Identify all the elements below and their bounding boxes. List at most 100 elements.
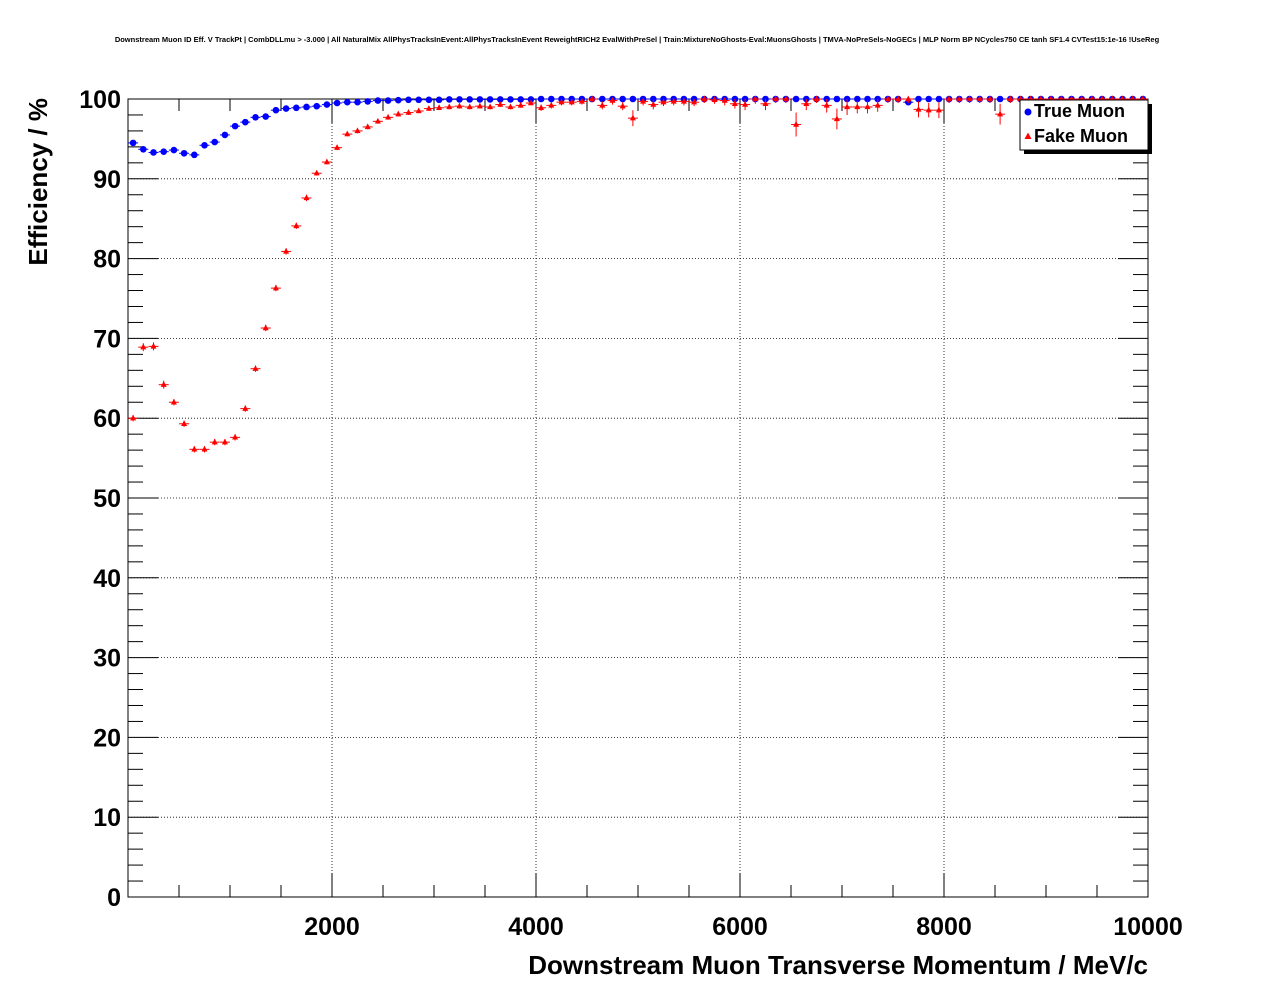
data-point bbox=[925, 95, 932, 103]
data-point bbox=[782, 95, 789, 102]
data-point bbox=[333, 99, 341, 107]
data-point bbox=[874, 101, 881, 108]
data-point bbox=[354, 127, 361, 134]
data-point bbox=[629, 114, 636, 121]
data-point bbox=[731, 100, 738, 106]
data-point bbox=[497, 101, 504, 107]
data-point bbox=[813, 95, 820, 102]
data-point bbox=[752, 95, 759, 102]
data-point bbox=[548, 95, 555, 103]
legend: True Muon Fake Muon bbox=[1019, 99, 1152, 154]
data-point bbox=[221, 438, 228, 445]
data-point bbox=[793, 121, 800, 127]
data-point bbox=[283, 247, 290, 254]
data-point bbox=[130, 414, 137, 421]
legend-label-true-muon: True Muon bbox=[1034, 101, 1125, 121]
data-point bbox=[446, 103, 453, 110]
data-point bbox=[925, 106, 932, 113]
data-point bbox=[262, 113, 270, 120]
data-point bbox=[997, 110, 1004, 117]
data-series bbox=[128, 95, 1148, 453]
data-point bbox=[384, 97, 392, 104]
data-point bbox=[456, 96, 463, 103]
data-point bbox=[527, 96, 535, 103]
data-point bbox=[150, 342, 157, 349]
data-point bbox=[864, 103, 871, 110]
data-point bbox=[517, 96, 524, 103]
data-point bbox=[487, 103, 494, 110]
chart-title: Downstream Muon ID Eff. V TrackPt | Comb… bbox=[115, 35, 1160, 44]
data-point bbox=[232, 433, 239, 440]
data-point bbox=[660, 98, 667, 105]
data-point bbox=[854, 103, 861, 110]
data-point bbox=[160, 148, 167, 155]
data-point bbox=[180, 149, 188, 157]
data-point bbox=[435, 96, 443, 104]
data-point bbox=[181, 420, 188, 426]
data-point bbox=[568, 98, 575, 105]
data-point bbox=[415, 107, 422, 114]
data-point bbox=[650, 101, 657, 107]
data-point bbox=[211, 438, 218, 445]
data-point bbox=[650, 95, 657, 103]
legend-box bbox=[1019, 99, 1149, 151]
legend-marker-fake-muon bbox=[1024, 132, 1032, 139]
y-tick-label: 20 bbox=[93, 724, 121, 752]
data-point bbox=[823, 101, 830, 108]
data-point bbox=[374, 117, 381, 124]
data-point bbox=[262, 324, 269, 331]
data-point bbox=[191, 445, 198, 452]
data-point bbox=[486, 96, 494, 103]
data-point bbox=[313, 102, 321, 110]
data-point bbox=[854, 95, 861, 103]
data-point bbox=[140, 145, 147, 153]
data-point bbox=[629, 95, 637, 103]
data-point bbox=[915, 95, 922, 103]
data-point bbox=[935, 106, 942, 113]
y-tick-label: 60 bbox=[93, 405, 121, 433]
data-point bbox=[446, 96, 453, 103]
data-point bbox=[385, 113, 392, 120]
y-tick-label: 100 bbox=[79, 86, 121, 114]
data-point bbox=[201, 445, 208, 452]
data-point bbox=[578, 97, 585, 104]
data-point bbox=[762, 100, 769, 106]
data-point bbox=[405, 96, 412, 104]
data-point bbox=[129, 139, 137, 147]
data-point bbox=[691, 98, 698, 105]
data-point bbox=[527, 99, 534, 106]
data-point bbox=[640, 97, 647, 104]
data-point bbox=[609, 97, 616, 103]
data-point bbox=[344, 98, 351, 106]
data-point bbox=[160, 381, 167, 387]
data-point bbox=[833, 115, 840, 122]
data-point bbox=[425, 105, 432, 111]
data-point bbox=[619, 102, 626, 109]
data-point bbox=[364, 98, 372, 105]
data-point bbox=[599, 95, 606, 103]
x-tick-label: 4000 bbox=[508, 913, 564, 941]
data-point bbox=[242, 118, 249, 126]
data-point bbox=[844, 103, 851, 110]
data-point bbox=[721, 97, 728, 103]
data-point bbox=[170, 398, 177, 405]
data-point bbox=[966, 95, 973, 102]
data-point bbox=[395, 110, 402, 117]
data-point bbox=[833, 95, 841, 103]
data-point bbox=[252, 365, 259, 371]
legend-label-fake-muon: Fake Muon bbox=[1034, 126, 1128, 146]
data-point bbox=[334, 144, 341, 150]
data-point bbox=[170, 146, 178, 154]
x-axis-label: Downstream Muon Transverse Momentum / Me… bbox=[528, 950, 1148, 980]
data-point bbox=[803, 100, 810, 106]
data-point bbox=[507, 103, 514, 110]
data-point bbox=[436, 104, 443, 110]
data-point bbox=[405, 109, 412, 115]
data-point bbox=[537, 95, 545, 103]
data-point bbox=[619, 95, 626, 103]
data-point bbox=[538, 104, 545, 110]
data-point bbox=[272, 284, 279, 291]
data-point bbox=[242, 405, 249, 411]
